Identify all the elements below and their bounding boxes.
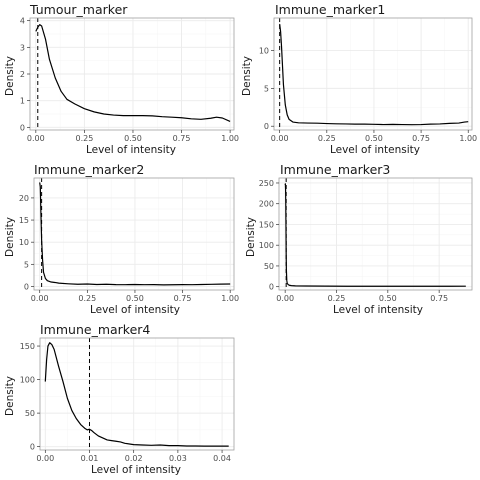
density-curve [35,24,231,123]
x-tick-label: 0.50 [124,134,142,143]
grid [34,178,234,290]
panel-title: Tumour_marker [29,2,128,17]
y-axis-label: Density [241,56,253,96]
y-tick-label: 1 [20,97,25,106]
y-tick-label: 150 [20,342,35,351]
y-tick-label: 0 [264,122,269,131]
panel-title: Immune_marker1 [275,2,385,17]
x-tick-label: 0.02 [125,454,143,463]
plot-frame [273,17,473,131]
x-tick-label: 0.25 [75,134,93,143]
y-tick-label: 4 [20,17,25,26]
x-tick-label: 1.00 [459,134,477,143]
density-curve [44,342,229,447]
x-tick-label: 0.25 [328,294,346,303]
x-tick-label: 0.50 [379,294,397,303]
y-tick-label: 200 [259,200,274,209]
x-tick-label: 0.00 [271,134,289,143]
y-tick-label: 5 [264,84,269,93]
y-tick-label: 0 [24,282,29,291]
panel-immune-marker1: Immune_marker1 Level of intensity Densit… [241,2,477,156]
panel-immune-marker3: Immune_marker3 Level of intensity Densit… [245,162,473,316]
x-tick-label: 0.75 [173,134,191,143]
y-tick-label: 3 [20,43,25,52]
x-tick-label: 0.01 [81,454,99,463]
y-axis-label: Density [4,376,16,416]
x-tick-label: 0.00 [276,294,294,303]
panel-immune-marker2: Immune_marker2 Level of intensity Densit… [4,162,239,316]
panel-title: Immune_marker4 [40,322,150,337]
x-axis-label: Level of intensity [330,144,420,156]
x-tick-label: 0.75 [430,294,448,303]
grid [30,18,234,130]
x-tick-label: 1.00 [221,134,239,143]
x-tick-label: 0.04 [213,454,231,463]
x-tick-label: 0.03 [169,454,187,463]
plot-frame [39,337,235,451]
panel-immune-marker4: Immune_marker4 Level of intensity Densit… [4,322,235,476]
plot-frame [278,177,473,291]
y-tick-label: 5 [24,260,29,269]
x-axis-label: Level of intensity [86,144,176,156]
x-tick-label: 0.75 [174,294,192,303]
y-tick-label: 50 [264,262,274,271]
x-axis-label: Level of intensity [91,464,181,476]
density-curve [39,182,231,286]
panel-title: Immune_marker3 [280,162,390,177]
x-tick-label: 0.25 [78,294,96,303]
y-tick-label: 20 [19,194,29,203]
y-axis-label: Density [4,56,16,96]
y-tick-label: 2 [20,70,25,79]
y-tick-label: 250 [259,179,274,188]
y-tick-label: 150 [259,220,274,229]
x-tick-label: 0.25 [318,134,336,143]
y-tick-label: 0 [20,123,25,132]
y-tick-label: 50 [25,409,35,418]
y-tick-label: 0 [269,283,274,292]
y-axis-label: Density [4,217,16,257]
panel-title: Immune_marker2 [34,162,144,177]
x-tick-label: 0.00 [36,454,54,463]
x-tick-label: 0.75 [412,134,430,143]
grid [40,338,234,450]
plot-frame [33,177,235,291]
x-tick-label: 0.50 [365,134,383,143]
y-tick-label: 100 [20,376,35,385]
panel-tumour-marker: Tumour_marker Level of intensity Density… [4,2,239,156]
grid [274,18,472,130]
y-tick-label: 0 [30,443,35,452]
y-axis-label: Density [245,217,257,257]
grid [279,178,472,290]
x-tick-label: 0.00 [31,294,49,303]
y-tick-label: 100 [259,241,274,250]
y-tick-label: 10 [19,238,29,247]
x-tick-label: 0.50 [126,294,144,303]
y-tick-label: 10 [259,47,269,56]
density-curve [279,23,469,126]
x-axis-label: Level of intensity [90,304,180,316]
x-axis-label: Level of intensity [333,304,423,316]
x-tick-label: 0.00 [27,134,45,143]
y-tick-label: 15 [19,216,29,225]
x-tick-label: 1.00 [221,294,239,303]
